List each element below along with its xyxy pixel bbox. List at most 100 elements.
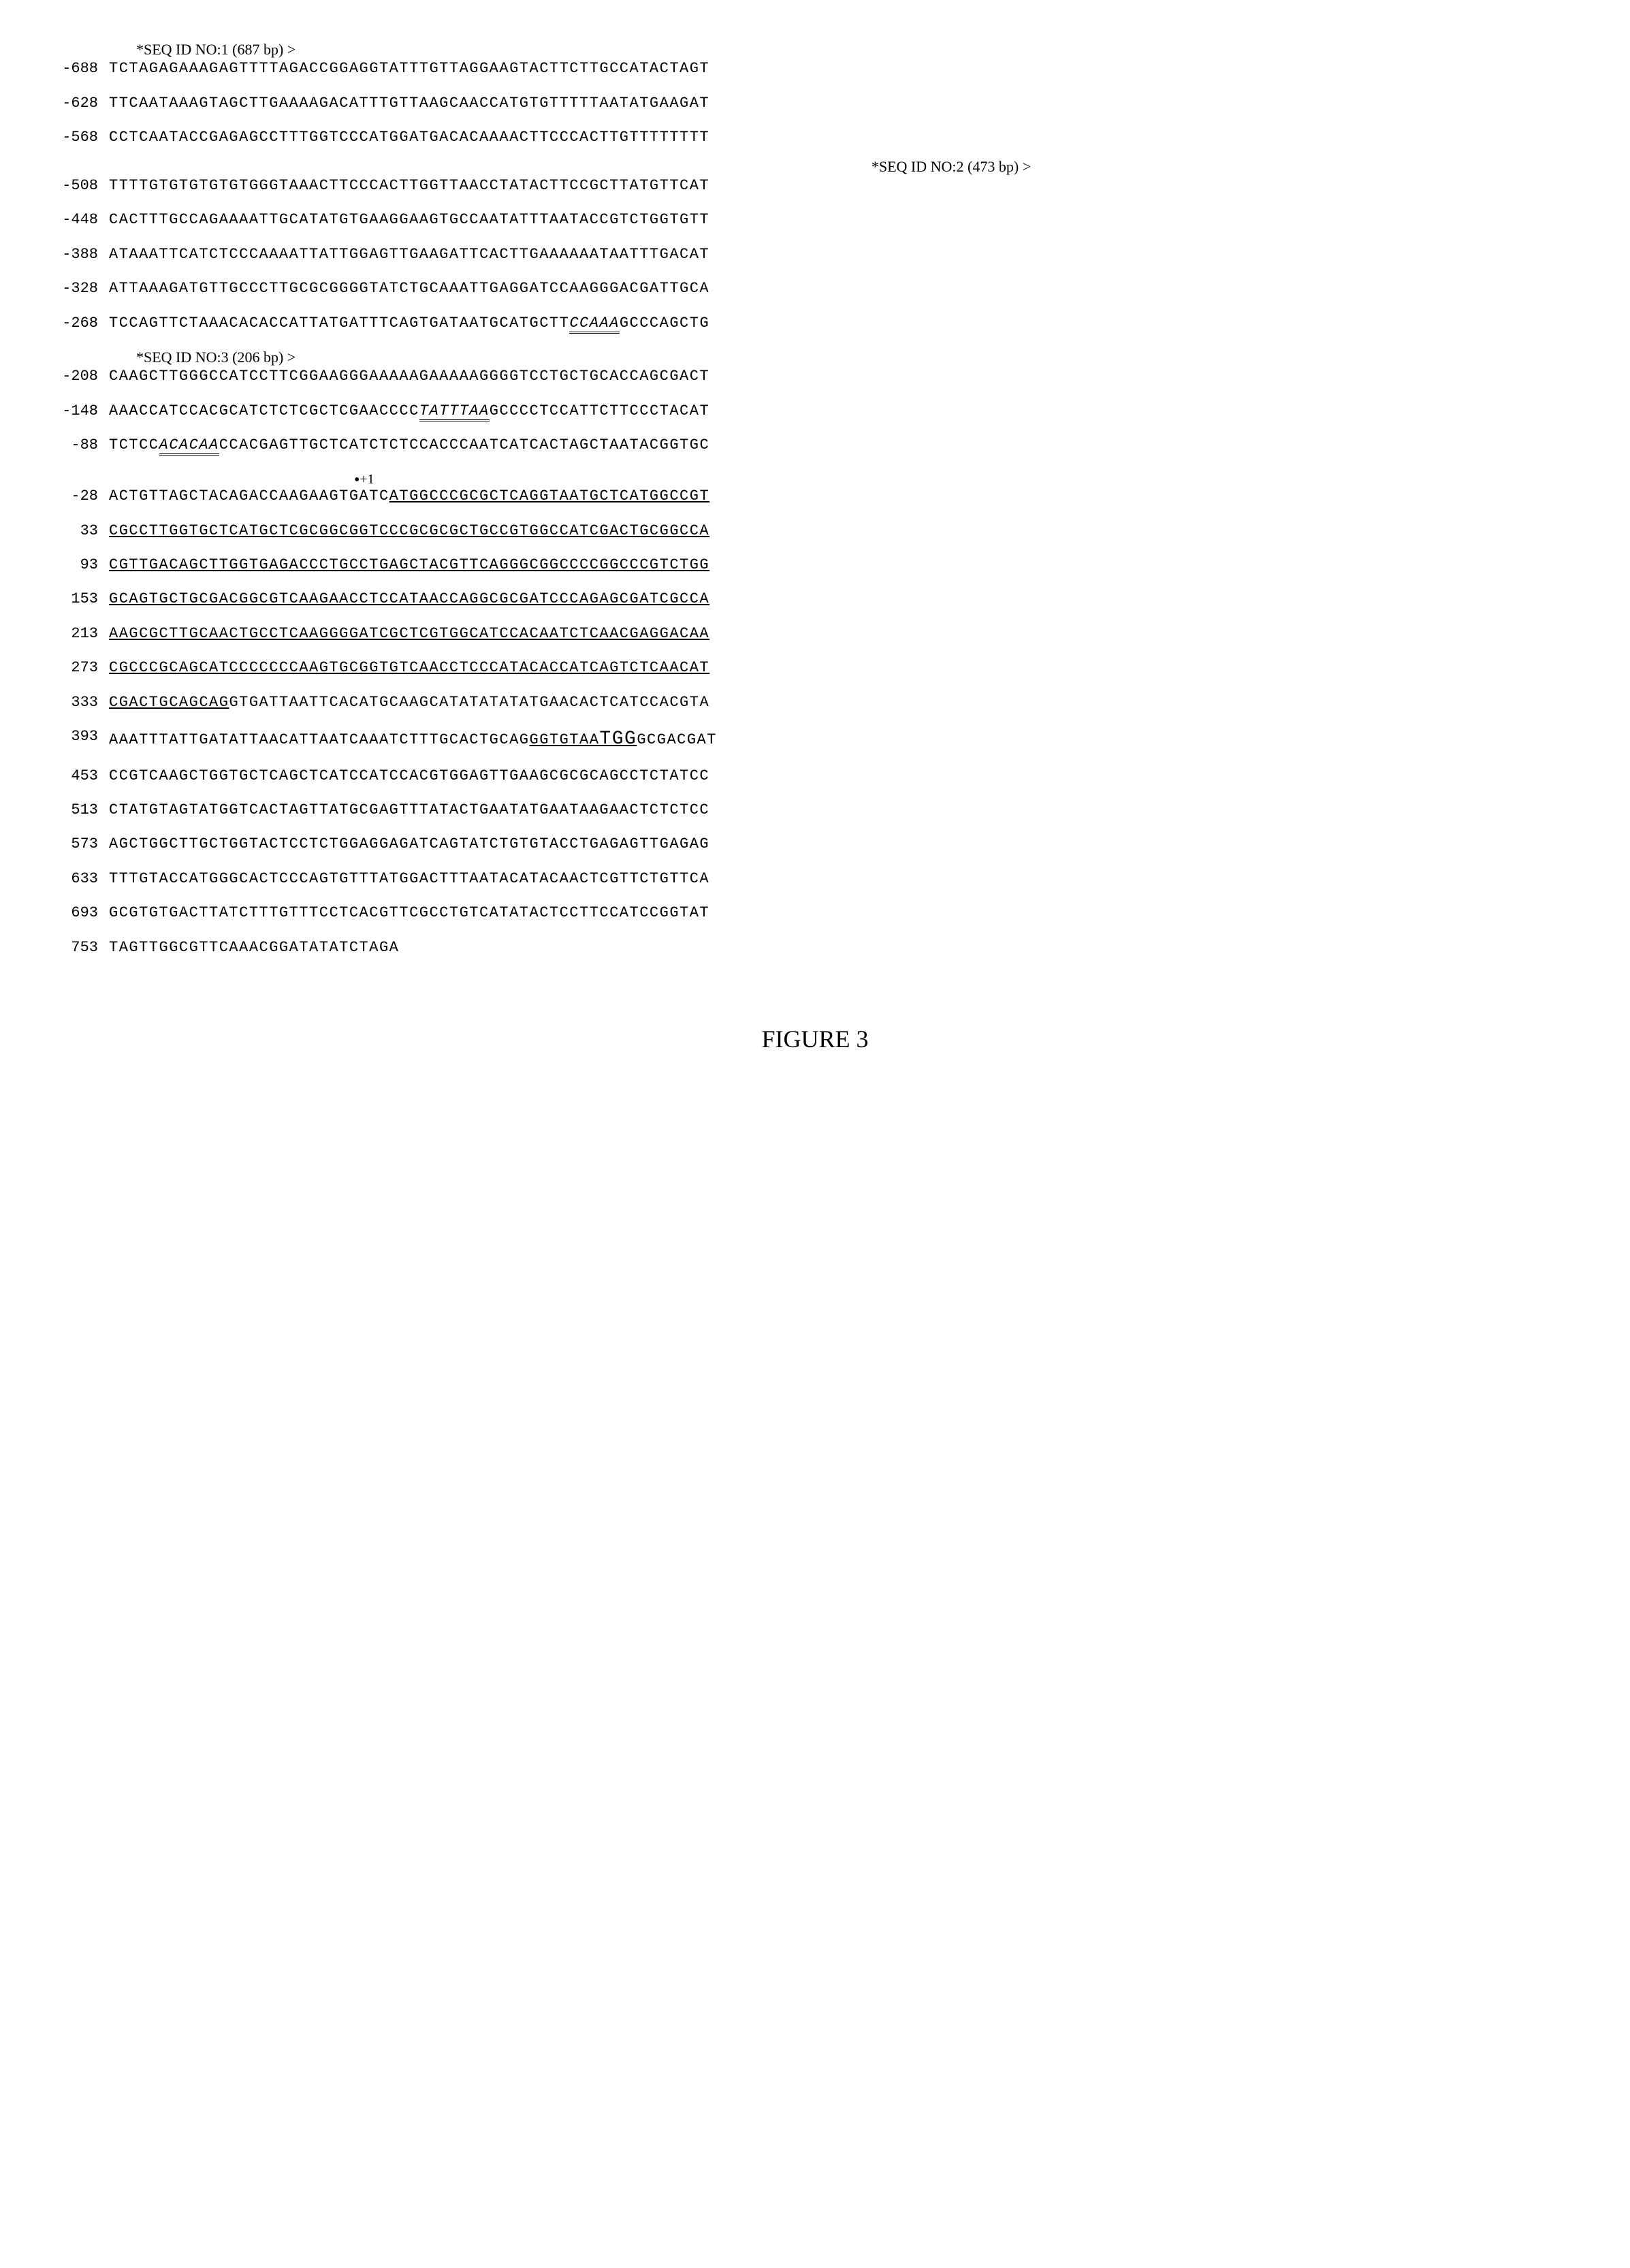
sequence-text: TCTAGAGAAAGAGTTTTAGACCGGAGGTATTTGTTAGGAA…: [109, 60, 709, 78]
sequence-position: 273: [54, 659, 109, 677]
sequence-segment: CGTTGACAGCTTGGTGAGACCCTGCCTGAGCTACGTTCAG…: [109, 556, 709, 573]
sequence-text: CGTTGACAGCTTGGTGAGACCCTGCCTGAGCTACGTTCAG…: [109, 556, 709, 574]
sequence-position: 93: [54, 556, 109, 574]
sequence-row: -328ATTAAAGATGTTGCCCTTGCGCGGGGTATCTGCAAA…: [54, 280, 1576, 298]
sequence-container: *SEQ ID NO:1 (687 bp) > -688TCTAGAGAAAGA…: [54, 41, 1576, 957]
sequence-text: CCGTCAAGCTGGTGCTCAGCTCATCCATCCACGTGGAGTT…: [109, 767, 709, 785]
sequence-position: -148: [54, 402, 109, 420]
sequence-position: -88: [54, 436, 109, 454]
sequence-row: 333CGACTGCAGCAGGTGATTAATTCACATGCAAGCATAT…: [54, 694, 1576, 712]
sequence-segment: CCAAA: [569, 315, 620, 334]
sequence-segment: ACACAA: [159, 436, 219, 456]
sequence-row: 273CGCCCGCAGCATCCCCCCCAAGTGCGGTGTCAACCTC…: [54, 659, 1576, 677]
sequence-position: 513: [54, 801, 109, 819]
sequence-text: CACTTTGCCAGAAAATTGCATATGTGAAGGAAGTGCCAAT…: [109, 211, 709, 229]
sequence-segment: AAACCATCCACGCATCTCTCGCTCGAACCCC: [109, 402, 419, 419]
sequence-segment: CGCCCGCAGCATCCCCCCCAAGTGCGGTGTCAACCTCCCA…: [109, 659, 709, 676]
sequence-text: TTTTGTGTGTGTGTGGGTAAACTTCCCACTTGGTTAACCT…: [109, 177, 709, 195]
sequence-row: -28ACTGTTAGCTACAGACCAAGAAGTGATCATGGCCCGC…: [54, 488, 1576, 505]
sequence-position: 33: [54, 522, 109, 540]
seq-id-1-annotation: *SEQ ID NO:1 (687 bp) >: [136, 41, 1576, 59]
sequence-segment: GCCCCTCCATTCTTCCCTACAT: [490, 402, 709, 419]
sequence-position: -388: [54, 246, 109, 263]
sequence-row: 693GCGTGTGACTTATCTTTGTTTCCTCACGTTCGCCTGT…: [54, 904, 1576, 922]
sequence-text: AAACCATCCACGCATCTCTCGCTCGAACCCCTATTTAAGC…: [109, 402, 709, 420]
sequence-text: CTATGTAGTATGGTCACTAGTTATGCGAGTTTATACTGAA…: [109, 801, 709, 819]
sequence-row: 33CGCCTTGGTGCTCATGCTCGCGGCGGTCCCGCGCGCTG…: [54, 522, 1576, 540]
sequence-text: TTCAATAAAGTAGCTTGAAAAGACATTTGTTAAGCAACCA…: [109, 95, 709, 112]
sequence-segment: TGG: [599, 729, 637, 750]
sequence-position: -28: [54, 488, 109, 505]
sequence-text: CGACTGCAGCAGGTGATTAATTCACATGCAAGCATATATA…: [109, 694, 709, 712]
sequence-row: 513CTATGTAGTATGGTCACTAGTTATGCGAGTTTATACT…: [54, 801, 1576, 819]
sequence-position: -508: [54, 177, 109, 195]
sequence-text: AAGCGCTTGCAACTGCCTCAAGGGGATCGCTCGTGGCATC…: [109, 625, 709, 643]
sequence-text: ACTGTTAGCTACAGACCAAGAAGTGATCATGGCCCGCGCT…: [109, 488, 709, 505]
sequence-row: -448CACTTTGCCAGAAAATTGCATATGTGAAGGAAGTGC…: [54, 211, 1576, 229]
sequence-segment: GCGACGAT: [637, 731, 717, 748]
sequence-segment: GCAGTGCTGCGACGGCGTCAAGAACCTCCATAACCAGGCG…: [109, 590, 709, 607]
sequence-position: 633: [54, 870, 109, 888]
sequence-row: -508TTTTGTGTGTGTGTGGGTAAACTTCCCACTTGGTTA…: [54, 177, 1576, 195]
sequence-row: -688TCTAGAGAAAGAGTTTTAGACCGGAGGTATTTGTTA…: [54, 60, 1576, 78]
sequence-segment: TATTTAA: [419, 402, 490, 421]
sequence-row: 153GCAGTGCTGCGACGGCGTCAAGAACCTCCATAACCAG…: [54, 590, 1576, 608]
sequence-text: AGCTGGCTTGCTGGTACTCCTCTGGAGGAGATCAGTATCT…: [109, 835, 709, 853]
sequence-row: -628TTCAATAAAGTAGCTTGAAAAGACATTTGTTAAGCA…: [54, 95, 1576, 112]
figure-title: FIGURE 3: [54, 1025, 1576, 1053]
sequence-segment: GGTGTAA: [530, 731, 600, 748]
sequence-text: CAAGCTTGGGCCATCCTTCGGAAGGGAAAAAGAAAAAGGG…: [109, 368, 709, 385]
sequence-text: TTTGTACCATGGGCACTCCCAGTGTTTATGGACTTTAATA…: [109, 870, 709, 888]
sequence-segment: TCTCC: [109, 436, 159, 453]
sequence-text: TCTCCACACAACCACGAGTTGCTCATCTCTCCACCCAATC…: [109, 436, 709, 454]
sequence-row: 753TAGTTGGCGTTCAAACGGATATATCTAGA: [54, 939, 1576, 957]
sequence-segment: ATGGCCCGCGCTCAGGTAATGCTCATGGCCGT: [389, 488, 709, 505]
sequence-row: -208CAAGCTTGGGCCATCCTTCGGAAGGGAAAAAGAAAA…: [54, 368, 1576, 385]
sequence-segment: ACTGTTAGCTACAGACCAAGAAGTGATC: [109, 488, 389, 505]
sequence-text: CCTCAATACCGAGAGCCTTTGGTCCCATGGATGACACAAA…: [109, 129, 709, 146]
sequence-row: 633TTTGTACCATGGGCACTCCCAGTGTTTATGGACTTTA…: [54, 870, 1576, 888]
sequence-text: CGCCTTGGTGCTCATGCTCGCGGCGGTCCCGCGCGCTGCC…: [109, 522, 709, 540]
sequence-row: 393AAATTTATTGATATTAACATTAATCAAATCTTTGCAC…: [54, 728, 1576, 751]
sequence-position: -328: [54, 280, 109, 298]
sequence-row: 453CCGTCAAGCTGGTGCTCAGCTCATCCATCCACGTGGA…: [54, 767, 1576, 785]
sequence-segment: CGCCTTGGTGCTCATGCTCGCGGCGGTCCCGCGCGCTGCC…: [109, 522, 709, 539]
sequence-position: 153: [54, 590, 109, 608]
sequence-segment: AAGCGCTTGCAACTGCCTCAAGGGGATCGCTCGTGGCATC…: [109, 625, 709, 642]
sequence-position: -268: [54, 315, 109, 332]
sequence-position: -568: [54, 129, 109, 146]
sequence-text: ATAAATTCATCTCCCAAAATTATTGGAGTTGAAGATTCAC…: [109, 246, 709, 263]
sequence-position: 453: [54, 767, 109, 785]
sequence-text: TAGTTGGCGTTCAAACGGATATATCTAGA: [109, 939, 399, 957]
sequence-text: GCAGTGCTGCGACGGCGTCAAGAACCTCCATAACCAGGCG…: [109, 590, 709, 608]
sequence-position: 213: [54, 625, 109, 643]
sequence-row: 213AAGCGCTTGCAACTGCCTCAAGGGGATCGCTCGTGGC…: [54, 625, 1576, 643]
sequence-segment: TCCAGTTCTAAACACACCATTATGATTTCAGTGATAATGC…: [109, 315, 569, 332]
sequence-segment: CCACGAGTTGCTCATCTCTCCACCCAATCATCACTAGCTA…: [219, 436, 709, 453]
sequence-segment: CGACTGCAGCAG: [109, 694, 229, 711]
sequence-row: -388ATAAATTCATCTCCCAAAATTATTGGAGTTGAAGAT…: [54, 246, 1576, 263]
sequence-position: 753: [54, 939, 109, 957]
sequence-position: -688: [54, 60, 109, 78]
sequence-row: -88TCTCCACACAACCACGAGTTGCTCATCTCTCCACCCA…: [54, 436, 1576, 454]
sequence-text: CGCCCGCAGCATCCCCCCCAAGTGCGGTGTCAACCTCCCA…: [109, 659, 709, 677]
sequence-row: -568CCTCAATACCGAGAGCCTTTGGTCCCATGGATGACA…: [54, 129, 1576, 146]
sequence-row: 573AGCTGGCTTGCTGGTACTCCTCTGGAGGAGATCAGTA…: [54, 835, 1576, 853]
seq-id-2-annotation: *SEQ ID NO:2 (473 bp) >: [327, 158, 1576, 176]
seq-id-3-annotation: *SEQ ID NO:3 (206 bp) >: [136, 349, 1576, 366]
sequence-text: GCGTGTGACTTATCTTTGTTTCCTCACGTTCGCCTGTCAT…: [109, 904, 709, 922]
sequence-position: 333: [54, 694, 109, 712]
sequence-rows: -688TCTAGAGAAAGAGTTTTAGACCGGAGGTATTTGTTA…: [54, 60, 1576, 957]
sequence-position: 693: [54, 904, 109, 922]
sequence-text: AAATTTATTGATATTAACATTAATCAAATCTTTGCACTGC…: [109, 728, 717, 751]
sequence-position: 573: [54, 835, 109, 853]
sequence-segment: GTGATTAATTCACATGCAAGCATATATATATGAACACTCA…: [229, 694, 709, 711]
sequence-row: -148AAACCATCCACGCATCTCTCGCTCGAACCCCTATTT…: [54, 402, 1576, 420]
sequence-position: -208: [54, 368, 109, 385]
sequence-position: -448: [54, 211, 109, 229]
sequence-segment: AAATTTATTGATATTAACATTAATCAAATCTTTGCACTGC…: [109, 731, 530, 748]
sequence-position: -628: [54, 95, 109, 112]
sequence-text: TCCAGTTCTAAACACACCATTATGATTTCAGTGATAATGC…: [109, 315, 709, 332]
sequence-segment: GCCCAGCTG: [620, 315, 709, 332]
sequence-position: 393: [54, 728, 109, 751]
